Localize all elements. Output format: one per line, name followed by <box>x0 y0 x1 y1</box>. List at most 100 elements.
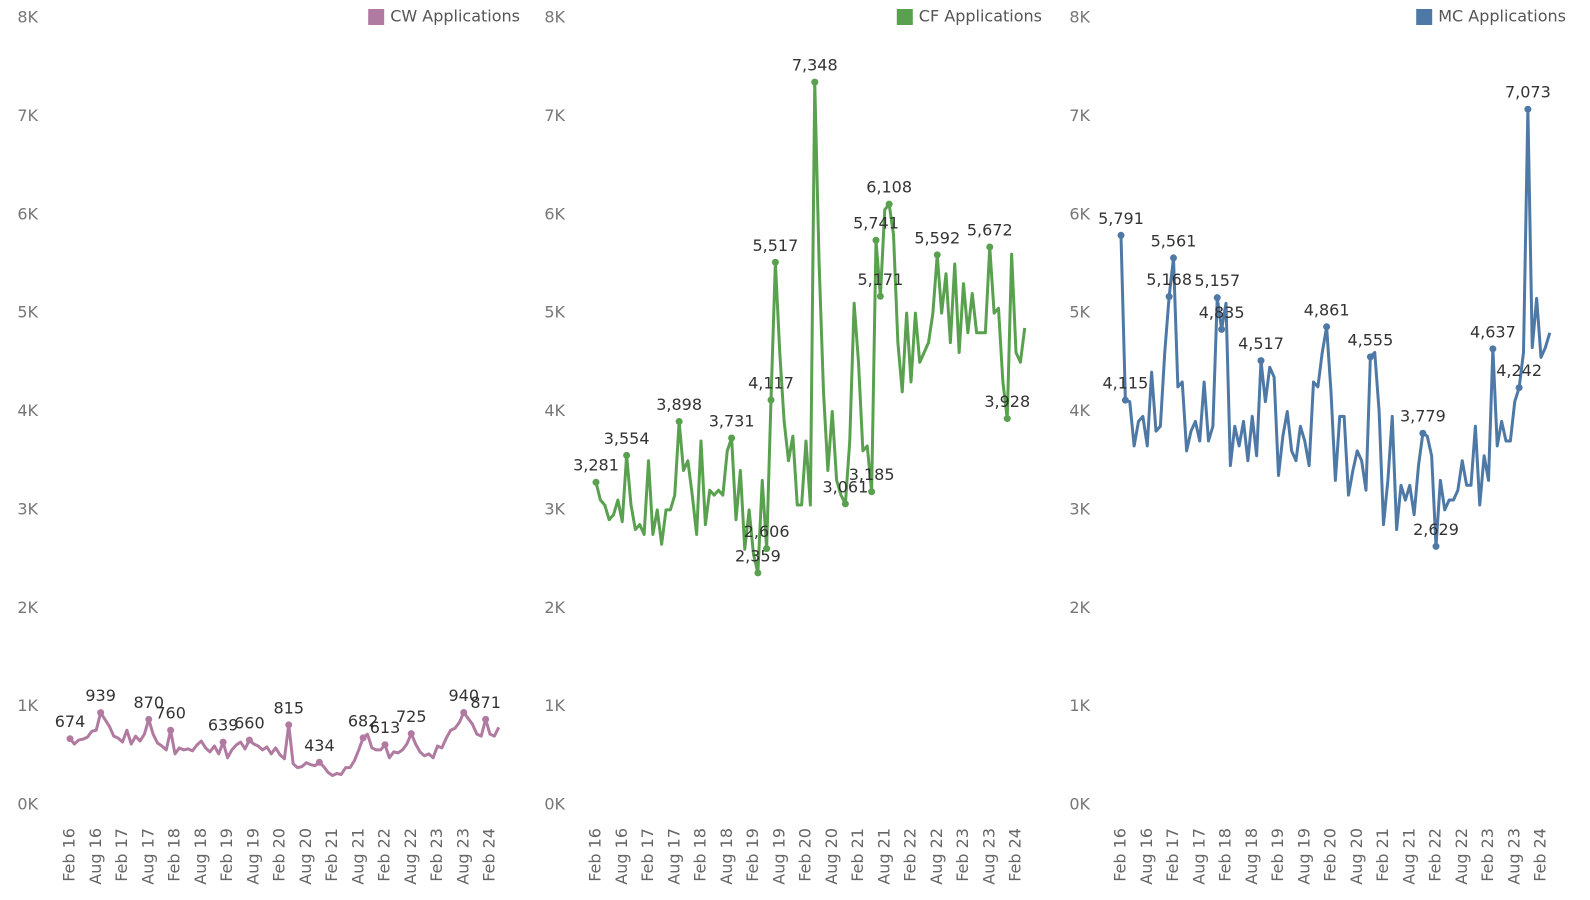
data-label: 870 <box>133 693 164 712</box>
data-label: 674 <box>55 712 86 731</box>
data-label: 5,171 <box>857 270 903 289</box>
data-label: 4,115 <box>1102 374 1148 393</box>
x-tick-label: Aug 23 <box>1504 828 1523 885</box>
x-tick-label: Aug 23 <box>453 828 472 885</box>
data-label: 4,637 <box>1470 322 1516 341</box>
data-label: 7,073 <box>1505 83 1551 102</box>
y-tick-label: 1K <box>544 696 565 715</box>
point-marker <box>460 709 468 717</box>
point-marker <box>1170 254 1177 262</box>
point-marker <box>1432 542 1440 550</box>
data-label: 4,555 <box>1347 330 1393 349</box>
point-marker <box>245 736 253 744</box>
x-tick-label: Aug 16 <box>1137 828 1156 885</box>
data-label: 5,157 <box>1194 271 1240 290</box>
point-marker <box>868 488 876 496</box>
point-marker <box>1165 293 1173 301</box>
point-marker <box>1117 231 1125 239</box>
x-tick-label: Aug 17 <box>664 828 683 885</box>
x-tick-label: Feb 24 <box>1006 828 1025 882</box>
y-tick-label: 1K <box>1069 696 1090 715</box>
x-tick-label: Aug 21 <box>874 828 893 885</box>
data-label: 613 <box>370 718 401 737</box>
point-marker <box>167 726 175 734</box>
point-marker <box>381 741 389 749</box>
legend-label: CF Applications <box>919 7 1042 26</box>
point-marker <box>767 396 775 404</box>
data-label: 4,242 <box>1496 361 1542 380</box>
data-label: 660 <box>234 714 265 733</box>
x-tick-label: Aug 16 <box>612 828 631 885</box>
data-label: 4,117 <box>748 373 794 392</box>
x-tick-label: Feb 19 <box>1268 828 1287 882</box>
data-label: 2,359 <box>735 546 781 565</box>
point-marker <box>763 545 771 553</box>
line-chart: 0K 1K 2K 3K 4K 5K 6K 7K 8K Feb 16 Aug 16 Feb 17 Aug … <box>17 7 520 885</box>
data-label: 5,791 <box>1098 209 1144 228</box>
x-tick-label: Aug 18 <box>1242 828 1261 885</box>
point-marker <box>1218 325 1226 333</box>
x-tick-label: Aug 22 <box>401 828 420 885</box>
x-tick-label: Aug 21 <box>348 828 367 885</box>
point-marker <box>675 418 683 426</box>
x-tick-label: Feb 21 <box>322 828 341 882</box>
x-tick-label: Feb 22 <box>901 828 920 882</box>
y-tick-label: 8K <box>1069 8 1090 27</box>
data-label: 3,898 <box>656 395 702 414</box>
y-tick-label: 4K <box>1069 401 1090 420</box>
data-label: 760 <box>155 704 186 723</box>
point-marker <box>771 258 779 266</box>
point-marker <box>623 451 631 459</box>
point-marker <box>876 292 884 300</box>
x-tick-label: Aug 20 <box>822 828 841 885</box>
x-tick-label: Feb 22 <box>375 828 394 882</box>
point-marker <box>592 478 600 486</box>
point-marker <box>1515 384 1523 392</box>
data-label: 939 <box>85 686 116 705</box>
line-chart: 0K 1K 2K 3K 4K 5K 6K 7K 8K Feb 16 Aug 16 Feb 17 Aug … <box>544 7 1042 885</box>
point-marker <box>1323 323 1331 331</box>
y-tick-label: 0K <box>544 795 565 814</box>
x-tick-label: Aug 23 <box>979 828 998 885</box>
point-marker <box>1419 429 1427 437</box>
y-tick-label: 4K <box>17 401 38 420</box>
x-tick-label: Aug 19 <box>243 828 262 885</box>
legend-swatch <box>368 9 385 25</box>
line-chart: 0K 1K 2K 3K 4K 5K 6K 7K 8K Feb 16 Aug 16 Feb 17 Aug … <box>1069 7 1566 885</box>
y-tick-label: 0K <box>17 795 38 814</box>
y-tick-label: 3K <box>544 499 565 518</box>
y-tick-label: 2K <box>544 598 565 617</box>
point-marker <box>811 78 819 86</box>
data-label: 4,835 <box>1199 303 1245 322</box>
x-tick-label: Aug 21 <box>1399 828 1418 885</box>
point-marker <box>219 738 227 746</box>
point-marker <box>754 569 762 577</box>
data-label: 5,741 <box>853 214 899 233</box>
point-marker <box>1003 415 1011 423</box>
x-tick-label: Aug 19 <box>769 828 788 885</box>
data-label: 2,606 <box>744 522 790 541</box>
point-marker <box>359 734 367 742</box>
x-tick-label: Feb 18 <box>165 828 184 882</box>
point-marker <box>841 500 849 508</box>
data-label: 3,731 <box>709 411 755 430</box>
y-tick-label: 3K <box>1069 499 1090 518</box>
point-marker <box>145 715 153 723</box>
point-marker <box>986 243 994 251</box>
x-tick-label: Feb 21 <box>848 828 867 882</box>
point-marker <box>1366 353 1374 361</box>
x-tick-label: Aug 18 <box>717 828 736 885</box>
data-label: 2,629 <box>1413 520 1459 539</box>
x-tick-label: Feb 19 <box>743 828 762 882</box>
data-label: 4,517 <box>1238 334 1284 353</box>
x-tick-label: Feb 20 <box>270 828 289 882</box>
x-tick-label: Aug 18 <box>191 828 210 885</box>
y-tick-label: 4K <box>544 401 565 420</box>
point-marker <box>933 251 941 259</box>
y-tick-label: 3K <box>17 499 38 518</box>
point-marker <box>66 735 74 743</box>
x-tick-label: Feb 17 <box>1163 828 1182 882</box>
x-tick-label: Feb 16 <box>60 828 79 882</box>
point-marker <box>97 709 105 717</box>
